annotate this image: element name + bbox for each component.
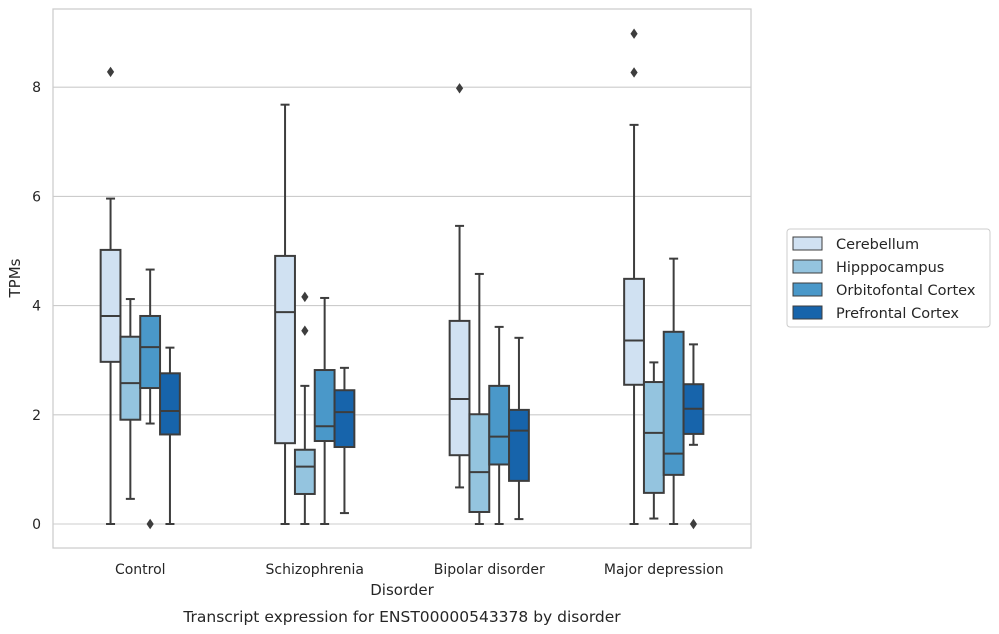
y-tick-label-6: 6 xyxy=(32,189,41,205)
box-hipppocampus-1 xyxy=(293,291,316,525)
legend-swatch-hipppocampus xyxy=(792,259,823,274)
box-iqr xyxy=(488,384,511,466)
box-prefrontal-cortex-2 xyxy=(508,336,530,521)
box-prefrontal-cortex-3 xyxy=(682,343,705,530)
outlier-point-0 xyxy=(106,66,115,78)
box-prefrontal-cortex-0 xyxy=(159,346,181,525)
outlier-point-0 xyxy=(630,67,638,78)
box-cerebellum-2 xyxy=(448,83,471,489)
box-iqr xyxy=(293,448,316,495)
box-prefrontal-cortex-1 xyxy=(333,366,356,515)
box-hipppocampus-0 xyxy=(119,298,142,500)
x-tick-labels: Control Schizophrenia Bipolar disorder Majo… xyxy=(115,562,724,578)
legend-swatch-cerebellum xyxy=(792,236,823,251)
box-hipppocampus-3 xyxy=(642,361,665,520)
box-series-layer xyxy=(99,28,705,530)
legend-swatch-prefrontal-cortex xyxy=(792,305,823,320)
legend-swatch-orbitofontal-cortex xyxy=(792,282,823,297)
box-orbitofontal-cortex-3 xyxy=(662,257,685,525)
outlier-point-0 xyxy=(689,518,698,530)
box-iqr xyxy=(313,369,336,443)
legend-label-cerebellum: Cerebellum xyxy=(836,237,919,253)
y-tick-label-4: 4 xyxy=(32,299,41,315)
box-iqr xyxy=(99,248,122,363)
box-cerebellum-3 xyxy=(623,28,645,525)
x-tick-label-schizophrenia: Schizophrenia xyxy=(266,562,364,578)
box-iqr xyxy=(333,389,356,449)
x-tick-label-bipolar-disorder: Bipolar disorder xyxy=(434,562,545,578)
box-orbitofontal-cortex-2 xyxy=(488,325,511,525)
box-iqr xyxy=(159,372,181,436)
box-iqr xyxy=(623,277,645,386)
plot-area-frame xyxy=(52,8,752,549)
box-iqr xyxy=(139,314,162,390)
box-iqr xyxy=(508,408,530,482)
legend-frame xyxy=(786,228,991,328)
box-iqr xyxy=(274,254,296,445)
y-tick-label-8: 8 xyxy=(32,80,41,96)
box-cerebellum-1 xyxy=(274,103,296,525)
x-tick-label-control: Control xyxy=(115,562,166,578)
y-tick-labels: 0 2 4 6 8 xyxy=(32,80,41,533)
box-orbitofontal-cortex-1 xyxy=(313,296,336,525)
x-axis-title: Disorder xyxy=(370,581,434,599)
legend: Cerebellum Hipppocampus Orbitofontal Corte… xyxy=(786,228,991,328)
outlier-point-0 xyxy=(146,518,154,530)
x-tick-label-major-depression: Major depression xyxy=(604,562,724,578)
box-orbitofontal-cortex-0 xyxy=(139,268,162,530)
chart-caption: Transcript expression for ENST0000054337… xyxy=(182,608,621,626)
outlier-point-0 xyxy=(301,325,309,336)
box-iqr xyxy=(642,381,665,494)
outlier-point-1 xyxy=(301,291,309,303)
legend-label-orbitofontal-cortex: Orbitofontal Cortex xyxy=(836,283,976,299)
legend-label-prefrontal-cortex: Prefrontal Cortex xyxy=(836,306,959,322)
y-axis-title: TPMs xyxy=(6,258,24,298)
box-iqr xyxy=(119,335,142,421)
box-cerebellum-0 xyxy=(99,66,122,525)
box-iqr xyxy=(468,413,491,513)
outlier-point-0 xyxy=(455,83,464,94)
box-iqr xyxy=(448,319,471,457)
y-tick-label-0: 0 xyxy=(32,517,41,533)
box-hipppocampus-2 xyxy=(468,272,491,525)
y-tick-label-2: 2 xyxy=(32,408,41,424)
outlier-point-1 xyxy=(630,28,638,39)
legend-label-hipppocampus: Hipppocampus xyxy=(836,260,944,276)
